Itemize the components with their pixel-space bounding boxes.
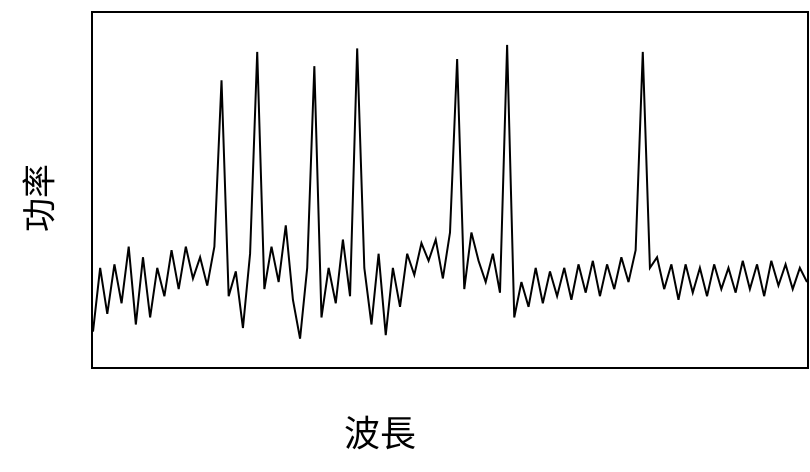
data-line — [92, 44, 808, 339]
plot-frame — [91, 11, 809, 369]
x-axis-label: 波長 — [344, 414, 416, 455]
y-axis-label: 功率 — [21, 164, 61, 232]
